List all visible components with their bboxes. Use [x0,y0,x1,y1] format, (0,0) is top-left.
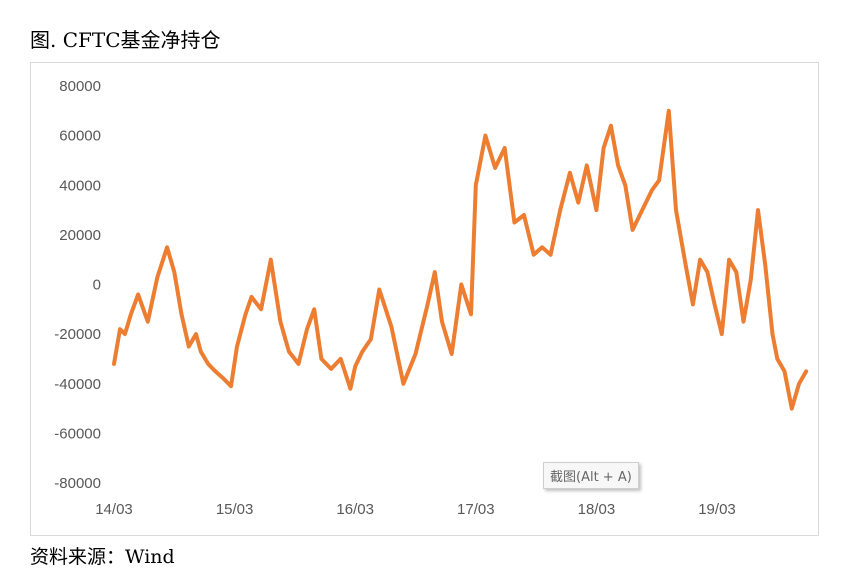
y-tick-label: 40000 [59,177,101,194]
series-net-position [112,108,809,411]
y-axis-ticks: 80000 60000 40000 20000 0 -20000 -40000 -60000 -… [54,78,101,492]
y-tick-label: 80000 [59,78,101,95]
x-tick-label: 15/03 [216,501,254,518]
y-tick-label: 20000 [59,227,101,244]
x-axis-ticks: 14/03 15/03 16/03 17/03 18/03 19/03 [95,501,736,518]
y-tick-label: -80000 [54,475,101,492]
x-tick-label: 17/03 [457,501,495,518]
screenshot-watermark: 截图(Alt + A) [543,462,639,489]
x-tick-label: 19/03 [698,501,736,518]
x-tick-label: 18/03 [578,501,616,518]
net-position-line [112,108,809,411]
y-tick-label: -20000 [54,326,101,343]
y-tick-label: -60000 [54,425,101,442]
chart-title: 图. CFTC基金净持仓 [30,28,221,52]
source-note: 资料来源：Wind [30,546,175,568]
y-tick-label: -40000 [54,376,101,393]
x-tick-label: 14/03 [95,501,133,518]
y-tick-label: 60000 [59,128,101,145]
y-tick-label: 0 [93,277,101,294]
chart-frame [30,62,819,536]
x-tick-label: 16/03 [336,501,374,518]
